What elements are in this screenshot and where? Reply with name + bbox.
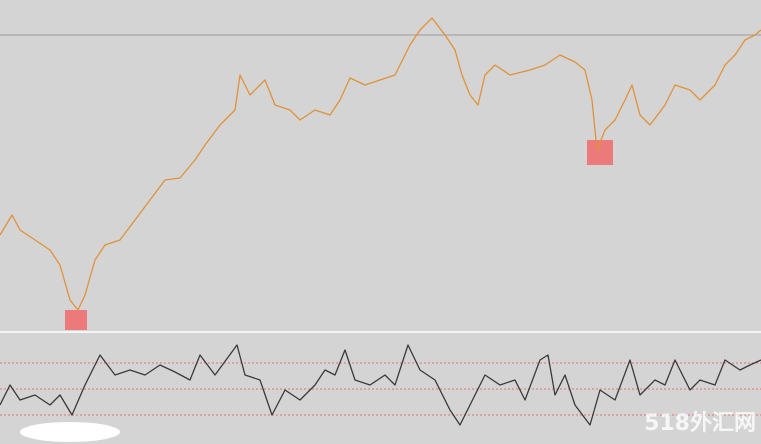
blur-patch: [20, 422, 120, 442]
series-line: [0, 344, 761, 426]
watermark: 518外汇网: [644, 410, 756, 436]
low-marker: [65, 310, 87, 330]
series-line: [0, 17, 761, 311]
